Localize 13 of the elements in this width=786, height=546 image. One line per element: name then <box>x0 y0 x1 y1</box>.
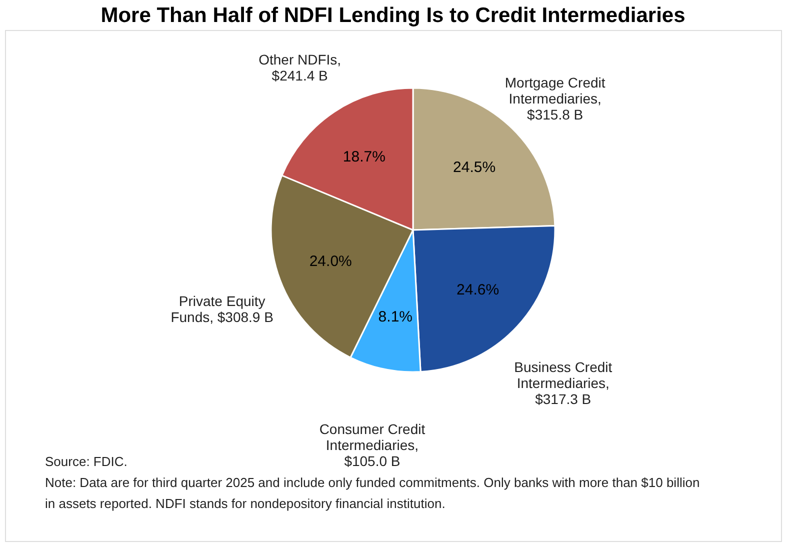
slice-label: Business Credit Intermediaries, $317.3 B <box>514 359 612 408</box>
data-label: 24.5% <box>453 158 496 176</box>
chart-title: More Than Half of NDFI Lending Is to Credit Intermediaries <box>100 4 686 27</box>
data-label: 18.7% <box>342 148 386 166</box>
slice-label: Consumer Credit Intermediaries, $105.0 B <box>319 420 426 469</box>
data-label: 24.0% <box>309 253 352 270</box>
slice-label: Mortgage Credit Intermediaries, $315.8 B <box>504 74 606 123</box>
source-note: Source: FDIC. <box>45 454 128 469</box>
text: Note: Data are for third quarter 2025 and include only funded commitments. Only banks with more than $10 billion in assets reported. NDFI stands for nondepository financial institution. <box>45 475 700 511</box>
slice-label: Private Equity Funds, $308.9 B <box>170 292 274 325</box>
data-label: 24.6% <box>456 282 500 299</box>
data-label: 8.1% <box>378 308 412 326</box>
slice-label: Other NDFIs, $241.4 B <box>258 51 342 84</box>
